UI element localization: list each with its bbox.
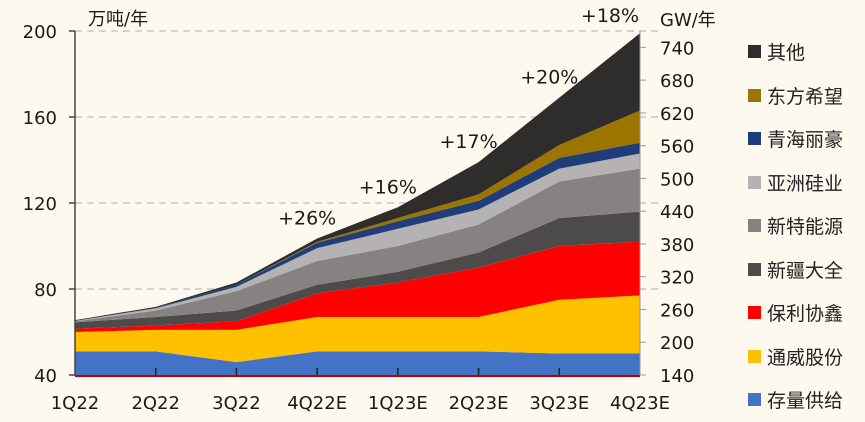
legend-label: 通威股份 xyxy=(767,346,844,369)
area-series-group xyxy=(75,33,640,375)
x-tick-label: 2Q23E xyxy=(449,393,509,414)
right-tick-label: 260 xyxy=(660,300,694,321)
legend-swatch xyxy=(748,88,761,102)
left-tick-label: 40 xyxy=(34,366,57,387)
growth-annotation: +16% xyxy=(359,176,417,198)
right-tick-label: 560 xyxy=(660,137,694,158)
legend-label: 保利协鑫 xyxy=(767,303,844,326)
area-4 xyxy=(75,168,640,323)
legend-swatch xyxy=(748,45,761,59)
x-tick-label: 4Q23E xyxy=(610,393,670,414)
right-tick-label: 620 xyxy=(660,104,694,125)
legend-swatch xyxy=(748,393,761,407)
left-tick-label: 120 xyxy=(23,194,57,215)
legend-item: 通威股份 xyxy=(748,335,843,379)
growth-annotation: +17% xyxy=(439,131,497,153)
area-6 xyxy=(75,142,640,321)
right-axis-unit: GW/年 xyxy=(660,10,716,31)
left-tick-label: 80 xyxy=(34,280,57,301)
right-tick-label: 740 xyxy=(660,38,694,59)
legend-label: 青海丽豪 xyxy=(767,129,844,152)
right-tick-label: 200 xyxy=(660,333,694,354)
left-axis-unit: 万吨/年 xyxy=(88,9,148,30)
right-tick-label: 440 xyxy=(660,202,694,223)
legend-label: 其他 xyxy=(767,42,806,65)
growth-annotation: +26% xyxy=(278,207,336,229)
legend: 其他东方希望青海丽豪亚洲硅业新特能源新疆大全保利协鑫通威股份存量供给 xyxy=(748,30,843,422)
x-tick-label: 3Q23E xyxy=(529,393,589,414)
area-2 xyxy=(75,241,640,332)
legend-label: 存量供给 xyxy=(767,390,844,413)
legend-item: 新特能源 xyxy=(748,204,843,248)
legend-swatch xyxy=(748,349,761,363)
x-tick-label: 1Q23E xyxy=(368,393,428,414)
left-axis-ticks: 40 80 120 160 200 xyxy=(23,22,75,387)
growth-annotations: +26% +16% +17% +20% +18% xyxy=(278,5,639,229)
legend-item: 东方希望 xyxy=(748,74,843,118)
legend-swatch xyxy=(748,306,761,320)
x-tick-label: 2Q22 xyxy=(131,393,180,414)
x-tick-label: 4Q22E xyxy=(287,393,347,414)
right-axis-ticks: 140 200 260 320 380 440 500 560 620 680 740 xyxy=(640,38,694,387)
legend-item: 青海丽豪 xyxy=(748,117,843,161)
right-tick-label: 140 xyxy=(660,366,694,387)
x-tick-label: 1Q22 xyxy=(51,393,100,414)
legend-label: 东方希望 xyxy=(767,85,844,108)
area-5 xyxy=(75,153,640,322)
growth-annotation: +18% xyxy=(581,5,639,27)
legend-swatch xyxy=(748,262,761,276)
area-1 xyxy=(75,295,640,363)
legend-item: 其他 xyxy=(748,30,843,74)
right-tick-label: 380 xyxy=(660,235,694,256)
left-tick-label: 160 xyxy=(23,108,57,129)
legend-item: 新疆大全 xyxy=(748,248,843,292)
area-3 xyxy=(75,211,640,329)
x-tick-label: 3Q22 xyxy=(212,393,261,414)
legend-swatch xyxy=(748,132,761,146)
area-0 xyxy=(75,351,640,375)
x-axis-ticks: 1Q22 2Q22 3Q22 4Q22E 1Q23E 2Q23E 3Q23E 4Q23E xyxy=(51,368,670,414)
legend-label: 新特能源 xyxy=(767,216,844,239)
right-tick-label: 320 xyxy=(660,268,694,289)
legend-label: 亚洲硅业 xyxy=(767,172,844,195)
right-tick-label: 680 xyxy=(660,71,694,92)
legend-label: 新疆大全 xyxy=(767,259,844,282)
legend-item: 存量供给 xyxy=(748,378,843,422)
right-tick-label: 500 xyxy=(660,169,694,190)
growth-annotation: +20% xyxy=(520,67,578,89)
legend-swatch xyxy=(748,175,761,189)
legend-item: 保利协鑫 xyxy=(748,291,843,335)
legend-item: 亚洲硅业 xyxy=(748,161,843,205)
left-tick-label: 200 xyxy=(23,22,57,43)
legend-swatch xyxy=(748,219,761,233)
